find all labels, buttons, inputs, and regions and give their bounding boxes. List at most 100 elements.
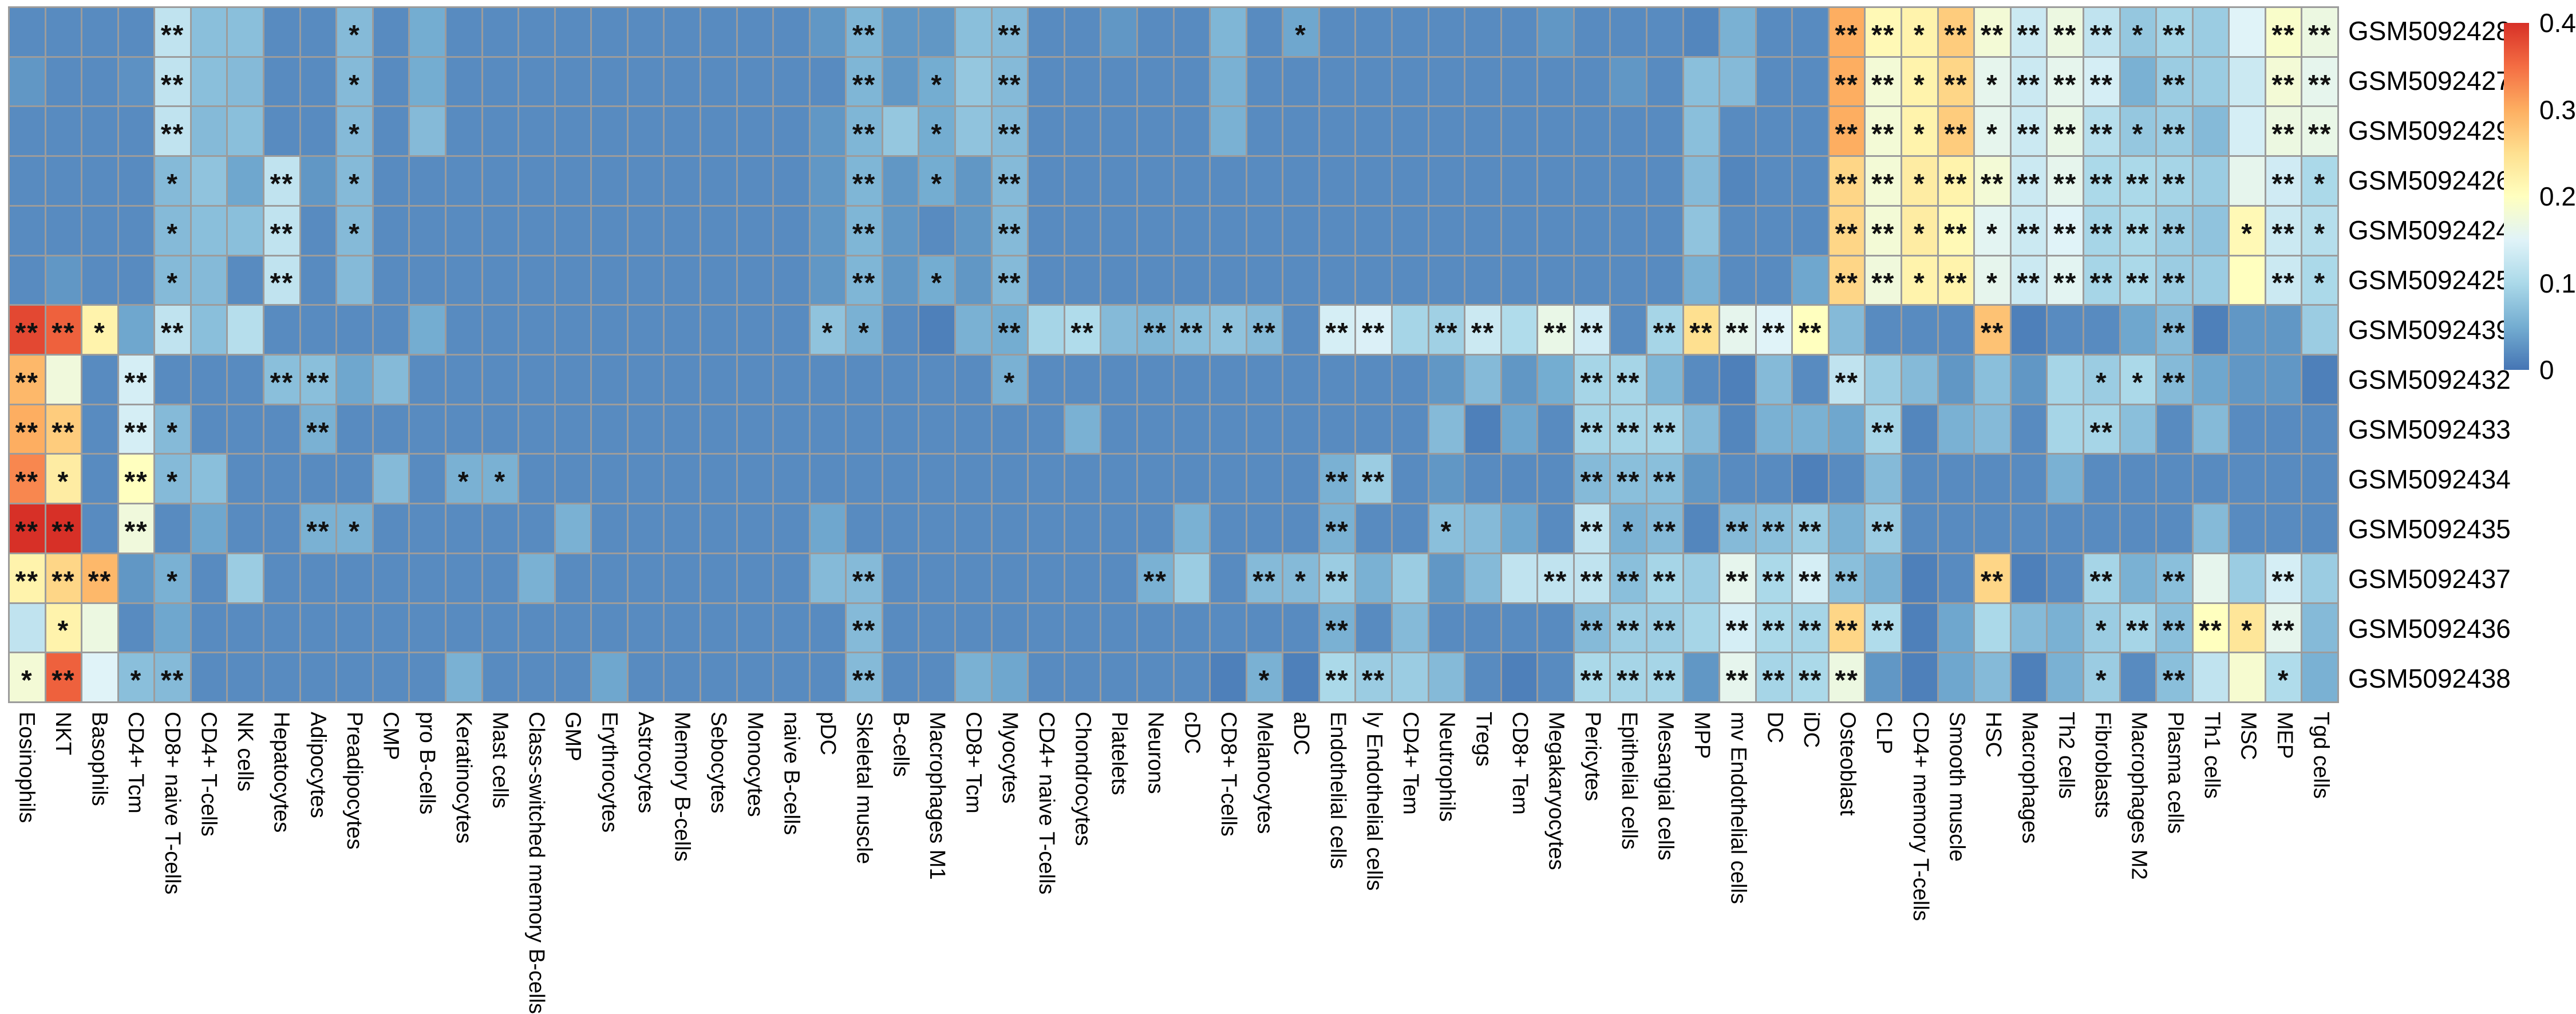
row-label: GSM5092425 xyxy=(2348,265,2511,295)
heatmap-cell xyxy=(1247,206,1282,255)
heatmap-cell xyxy=(883,554,918,602)
heatmap-cell xyxy=(264,107,299,156)
heatmap-cell xyxy=(956,8,991,56)
heatmap-cell xyxy=(1247,405,1282,453)
heatmap-cell: ** xyxy=(1247,554,1282,602)
heatmap-cell xyxy=(1538,455,1573,503)
heatmap-cell xyxy=(1502,455,1537,503)
heatmap-cell xyxy=(2266,405,2301,453)
heatmap-cell xyxy=(1720,57,1755,106)
heatmap-cell xyxy=(82,504,117,553)
heatmap-cell xyxy=(519,504,554,553)
heatmap-cell xyxy=(1502,57,1537,106)
heatmap-cell xyxy=(883,603,918,652)
column-label: mv Endothelial cells xyxy=(1726,712,1751,904)
column-label: CD8+ Tem xyxy=(1507,712,1532,815)
heatmap-cell xyxy=(1319,107,1355,156)
heatmap-cell: * xyxy=(155,455,190,503)
heatmap-cell: ** xyxy=(10,554,45,602)
heatmap-cell: ** xyxy=(1574,554,1610,602)
heatmap-cell xyxy=(1319,206,1355,255)
heatmap-cell xyxy=(1392,554,1428,602)
heatmap-cell xyxy=(1866,455,1901,503)
heatmap-cell xyxy=(1429,554,1464,602)
row-label: GSM5092432 xyxy=(2348,364,2511,394)
heatmap-cell xyxy=(1211,455,1246,503)
heatmap-cell: ** xyxy=(1319,306,1355,354)
heatmap-cell xyxy=(228,356,263,404)
column-label: Th2 cells xyxy=(2054,712,2079,799)
heatmap-cell xyxy=(483,653,518,701)
heatmap-cell: * xyxy=(1211,306,1246,354)
heatmap-cell xyxy=(2193,306,2229,354)
heatmap-cell xyxy=(228,306,263,354)
heatmap-cell xyxy=(46,107,81,156)
heatmap-cell xyxy=(555,256,591,305)
column-label: CD4+ memory T-cells xyxy=(1908,712,1933,921)
heatmap-cell: ** xyxy=(2302,8,2337,56)
heatmap-cell xyxy=(1029,206,1064,255)
heatmap-cell xyxy=(410,653,445,701)
heatmap-cell xyxy=(228,57,263,106)
heatmap-cell xyxy=(1611,57,1646,106)
colorbar-tick-label: 0.1 xyxy=(2539,268,2576,298)
heatmap-cell xyxy=(2193,356,2229,404)
heatmap-cell: * xyxy=(46,455,81,503)
heatmap-cell xyxy=(1029,306,1064,354)
heatmap-cell xyxy=(1247,256,1282,305)
heatmap-cell xyxy=(1137,57,1173,106)
heatmap-cell xyxy=(2302,653,2337,701)
heatmap-cell: ** xyxy=(10,455,45,503)
heatmap-cell xyxy=(1829,504,1864,553)
heatmap-cell xyxy=(10,256,45,305)
heatmap-cell xyxy=(956,356,991,404)
heatmap-cell xyxy=(337,653,372,701)
heatmap-cell xyxy=(810,57,846,106)
heatmap-cell xyxy=(1029,157,1064,205)
heatmap-cell xyxy=(592,8,627,56)
heatmap-cell xyxy=(737,206,773,255)
heatmap-cell xyxy=(228,8,263,56)
heatmap-cell xyxy=(118,603,154,652)
heatmap-cell xyxy=(1429,57,1464,106)
heatmap-cell xyxy=(2120,554,2156,602)
column-label: Smooth muscle xyxy=(1945,712,1969,862)
heatmap-cell xyxy=(1429,107,1464,156)
heatmap-cell: ** xyxy=(2011,256,2046,305)
column-label: B-cells xyxy=(888,712,913,778)
heatmap-cell: ** xyxy=(1319,455,1355,503)
heatmap-cell xyxy=(483,8,518,56)
heatmap-cell xyxy=(82,603,117,652)
heatmap-cell: ** xyxy=(1538,306,1573,354)
heatmap-cell xyxy=(737,653,773,701)
heatmap-cell xyxy=(337,603,372,652)
heatmap-cell: ** xyxy=(847,157,882,205)
heatmap-cell: ** xyxy=(847,653,882,701)
heatmap-cell xyxy=(46,57,81,106)
heatmap-cell xyxy=(1137,8,1173,56)
heatmap-cell xyxy=(228,455,263,503)
heatmap-cell xyxy=(483,206,518,255)
heatmap-cell xyxy=(1938,455,1974,503)
heatmap-cell: ** xyxy=(992,8,1028,56)
heatmap-cell xyxy=(2230,157,2265,205)
heatmap-cell: ** xyxy=(2266,603,2301,652)
heatmap-cell xyxy=(1684,157,1719,205)
heatmap-cell xyxy=(82,57,117,106)
heatmap-cell xyxy=(1029,57,1064,106)
heatmap-cell xyxy=(1938,504,1974,553)
heatmap-cell: ** xyxy=(264,206,299,255)
heatmap-cell xyxy=(1247,356,1282,404)
heatmap-cell: ** xyxy=(2011,206,2046,255)
heatmap-cell xyxy=(2193,653,2229,701)
heatmap-cell: ** xyxy=(1938,157,1974,205)
heatmap-cell: ** xyxy=(1938,206,1974,255)
heatmap-cell: ** xyxy=(1756,504,1792,553)
heatmap-cell xyxy=(1975,455,2010,503)
row-label: GSM5092435 xyxy=(2348,514,2511,544)
heatmap-cell: ** xyxy=(1611,356,1646,404)
heatmap-cell xyxy=(2084,455,2119,503)
heatmap-cell xyxy=(519,554,554,602)
column-label: Mast cells xyxy=(488,712,512,808)
heatmap-cell xyxy=(2193,57,2229,106)
